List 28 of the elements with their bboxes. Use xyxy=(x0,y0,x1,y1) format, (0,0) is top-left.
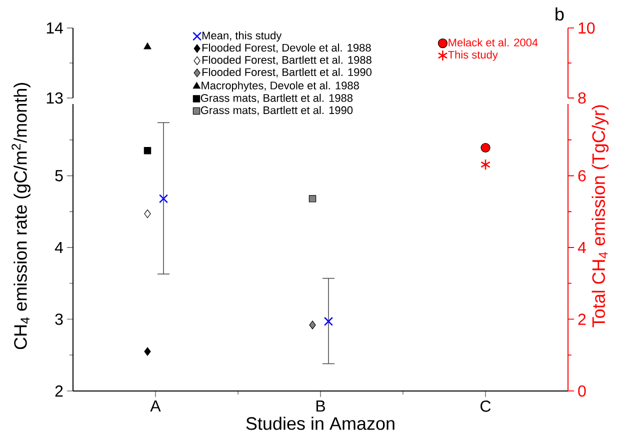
text: b xyxy=(556,7,564,21)
y-axis-title: CH$_{4}$ emission rate (gC/m$^{2}$/month) xyxy=(12,83,30,350)
legend-label: Flooded Forest, Devole et al. 1988 xyxy=(202,44,371,53)
x-tick-label: B xyxy=(316,400,325,412)
legend-label: Mean, this study xyxy=(202,31,282,42)
y2-tick-label: 2 xyxy=(578,314,586,325)
y-tick-label: 13 xyxy=(46,92,63,104)
y2-axis-title: Total CH$_{4}$ emission (TgC/yr) xyxy=(592,105,609,328)
legend-label: Melack et al. 2004 xyxy=(448,38,538,46)
legend-label: Grass mats, Bartlett et al. 1990 xyxy=(200,106,353,116)
y-tick-label: 3 xyxy=(55,314,63,325)
y2-tick-label: 6 xyxy=(578,170,586,182)
y-tick-label: 5 xyxy=(55,170,63,182)
legend-label: Flooded Forest, Bartlett et al. 1990 xyxy=(202,68,372,78)
legend-label: Grass mats, Bartlett et al. 1988 xyxy=(200,94,353,104)
x-axis-title: Studies in Amazon xyxy=(246,416,394,430)
y-tick-label: 4 xyxy=(54,242,63,253)
y-tick-label: 2 xyxy=(55,385,63,397)
x-tick-label: C xyxy=(480,400,491,412)
y2-tick-label: 8 xyxy=(578,92,586,104)
legend-label: Macrophytes, Devole et al. 1988 xyxy=(202,81,359,92)
x-tick-label: A xyxy=(150,400,161,412)
legend-label: This study xyxy=(448,50,498,61)
legend-label: Flooded Forest, Bartlett et al. 1988 xyxy=(202,56,372,66)
y-tick-label: 14 xyxy=(46,22,63,34)
y2-tick-label: 4 xyxy=(578,242,586,253)
y2-tick-label: 0 xyxy=(578,385,586,397)
y2-tick-label: 10 xyxy=(578,22,595,34)
